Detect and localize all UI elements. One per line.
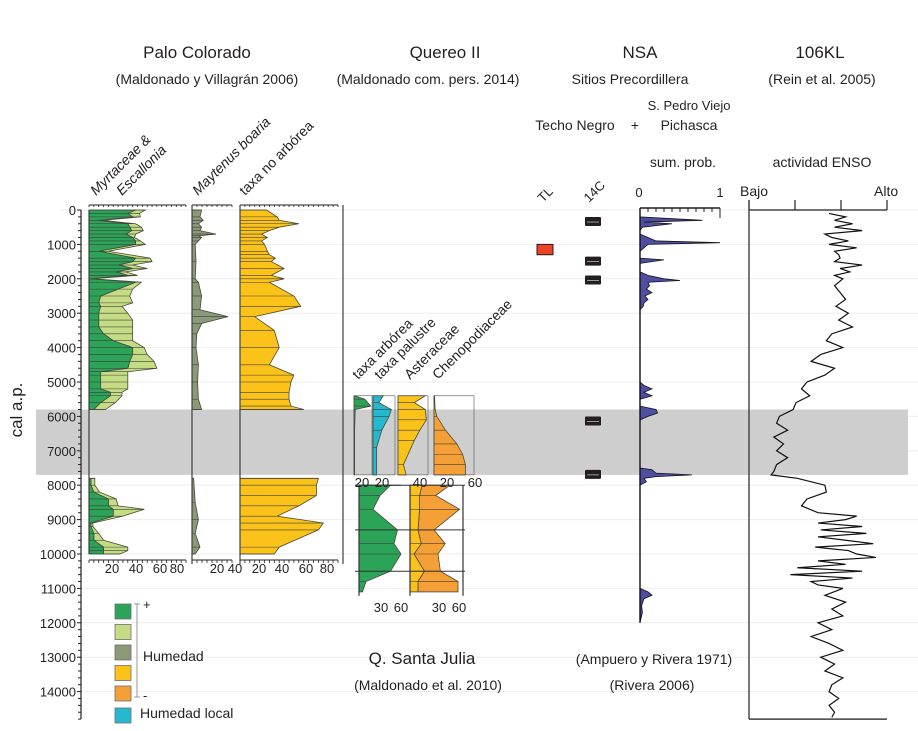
gap-band	[36, 409, 908, 475]
gridlines	[60, 209, 918, 693]
site-ref-quereo: (Maldonado com. pers. 2014)	[337, 71, 520, 87]
legend	[114, 603, 140, 724]
nsa-ref-2: (Rivera 2006)	[610, 677, 695, 693]
tna-tick-60: 60	[299, 561, 313, 576]
y-tick-label: 14000	[40, 685, 76, 700]
sum-prob-tick-0: 0	[635, 185, 642, 200]
y-tick-label: 5000	[47, 375, 76, 390]
site-ref-nsa: Sitios Precordillera	[572, 71, 689, 87]
nsa-site-plus: +	[631, 117, 639, 133]
sj-orange-tick-30: 30	[432, 600, 446, 615]
tl-date-box	[536, 243, 554, 256]
legend-local-label: Humedad local	[140, 705, 233, 721]
cheno-tick-60: 60	[468, 475, 482, 490]
palustre-tick-20: 20	[375, 475, 389, 490]
legend-swatch-cyan	[114, 707, 132, 724]
site-title-quereo: Quereo II	[410, 43, 481, 62]
y-tick-label: 8000	[47, 478, 76, 493]
marks	[88, 200, 888, 720]
enso-low-label: Bajo	[740, 183, 768, 199]
tna-tick-40: 40	[275, 561, 289, 576]
y-tick-label: 12000	[40, 616, 76, 631]
y-tick-label: 3000	[47, 306, 76, 321]
c14-date-box	[585, 275, 601, 285]
enso-high-label: Alto	[874, 183, 898, 199]
c14-date-box	[585, 416, 601, 426]
y-tick-label: 4000	[47, 341, 76, 356]
nsa-site-s-pedro-viejo: S. Pedro Viejo	[648, 98, 731, 113]
site-title-palo-colorado: Palo Colorado	[143, 43, 251, 62]
legend-swatch-orange	[114, 685, 132, 702]
y-tick-label: 1000	[47, 237, 76, 252]
y-tick-label: 7000	[47, 444, 76, 459]
maytenus-area	[191, 477, 201, 555]
sj-green-tick-60: 60	[394, 600, 408, 615]
nsa-ref-1: (Ampuero y Rivera 1971)	[576, 651, 732, 667]
sum-prob-tick-1: 1	[716, 185, 723, 200]
y-tick-label: 0	[69, 203, 76, 218]
y-tick-label: 11000	[41, 581, 76, 596]
y-tick-label: 10000	[40, 547, 76, 562]
legend-minus: -	[143, 688, 147, 703]
legend-swatch-light-green	[114, 624, 132, 640]
site-title-106kl: 106KL	[795, 43, 844, 62]
legend-plus: +	[143, 597, 151, 612]
site-title-nsa: NSA	[623, 43, 659, 62]
y-tick-label: 6000	[47, 409, 76, 424]
cheno-tick-20: 20	[440, 475, 454, 490]
asteraceae-tick-40: 40	[413, 475, 427, 490]
santa-julia-green-area	[358, 484, 402, 593]
y-axis: 0 1000 2000 3000 4000 5000 6000 7000 8000 9000 100…	[40, 203, 82, 720]
maytenus-tick-20: 20	[210, 561, 224, 576]
label-maytenus: Maytenus boaria	[189, 113, 274, 198]
label-14c: 14C	[581, 178, 608, 205]
sj-orange-tick-60: 60	[452, 600, 466, 615]
y-axis-label: cal a.p.	[7, 383, 26, 438]
c14-date-box	[585, 217, 601, 227]
santa-julia-ref: (Maldonado et al. 2010)	[354, 677, 502, 693]
myrtaceae-tick-20: 20	[105, 561, 119, 576]
site-ref-palo-colorado: (Maldonado y Villagrán 2006)	[116, 71, 299, 87]
c14-date-box	[585, 256, 601, 266]
enso-series-line	[769, 212, 877, 718]
sj-green-tick-30: 30	[374, 600, 388, 615]
taxa-no-arborea-area	[239, 209, 304, 410]
y-tick-label: 9000	[47, 513, 76, 528]
legend-swatch-grey-green	[114, 644, 132, 661]
arborea-tick-20: 20	[355, 475, 369, 490]
y-tick-label: 2000	[47, 272, 76, 287]
nsa-site-pichasca: Pichasca	[661, 117, 718, 133]
sum-prob-label: sum. prob.	[650, 154, 716, 170]
c14-date-box	[585, 469, 601, 479]
tna-tick-80: 80	[320, 561, 334, 576]
myrtaceae-tick-80: 80	[170, 561, 184, 576]
myrtaceae-tick-40: 40	[129, 561, 143, 576]
site-ref-106kl: (Rein et al. 2005)	[768, 71, 875, 87]
legend-swatch-yellow	[114, 665, 132, 681]
label-tl: TL	[535, 184, 556, 205]
legend-title: Humedad	[143, 648, 204, 664]
legend-swatch-dark-green	[114, 603, 132, 620]
tna-tick-20: 20	[252, 561, 266, 576]
myrtaceae-tick-60: 60	[153, 561, 167, 576]
maytenus-tick-40: 40	[228, 561, 242, 576]
santa-julia-title: Q. Santa Julia	[369, 649, 476, 668]
nsa-site-techo-negro: Techo Negro	[535, 117, 615, 133]
enso-label: actividad ENSO	[773, 154, 872, 170]
y-tick-label: 13000	[40, 650, 76, 665]
